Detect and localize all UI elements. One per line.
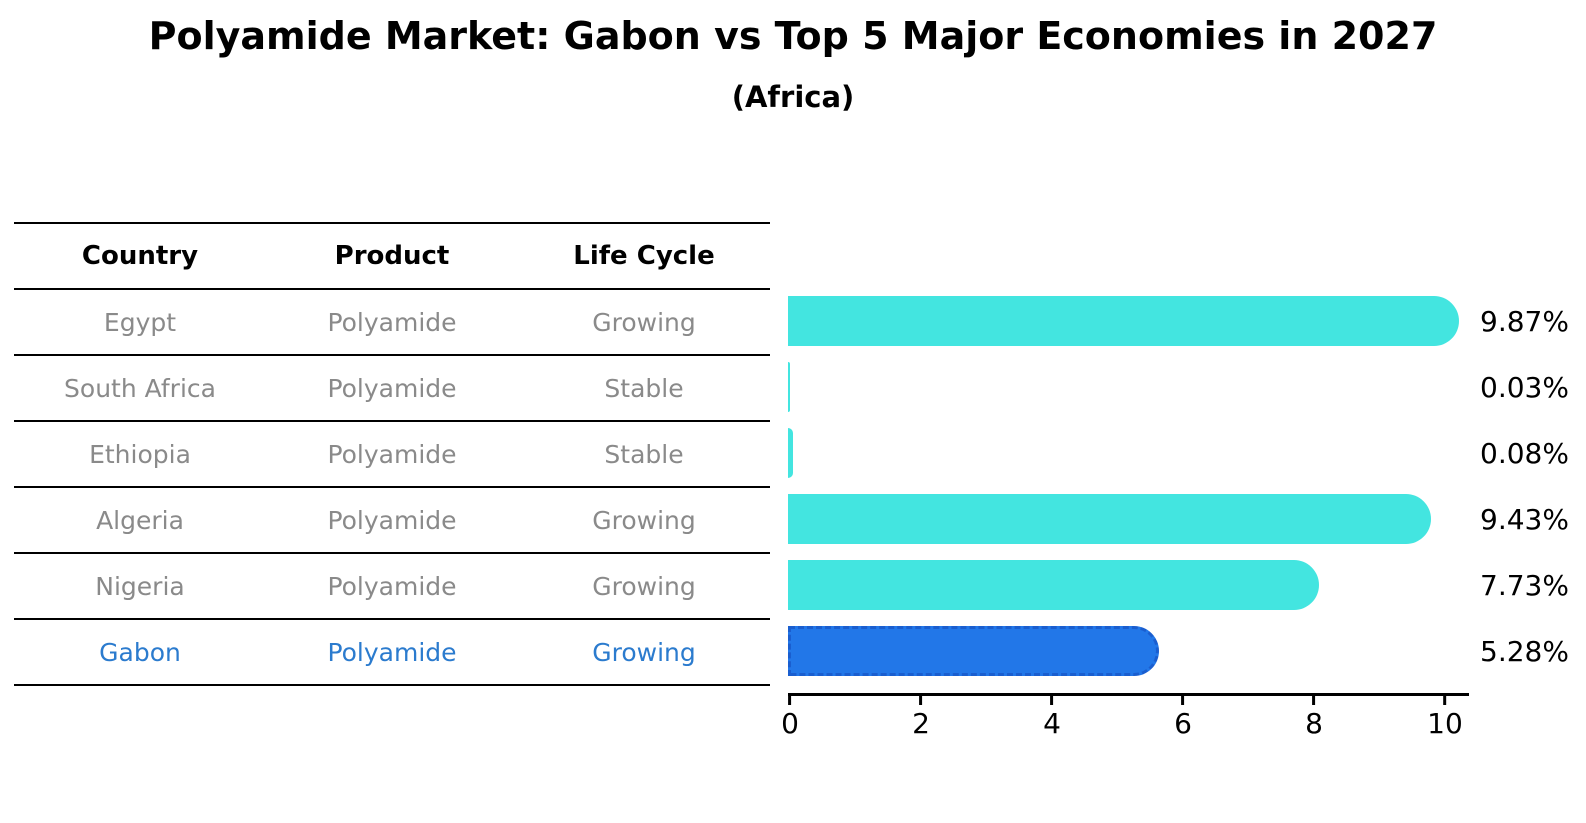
- tick-label: 2: [912, 707, 930, 740]
- bar-value-label: 9.43%: [1480, 502, 1569, 536]
- bar-row: [788, 354, 1488, 420]
- table-header-row: Country Product Life Cycle: [14, 222, 770, 288]
- tick-mark: [919, 696, 923, 705]
- table-row: Egypt Polyamide Growing: [14, 288, 770, 354]
- table-cell-country: Algeria: [96, 505, 184, 535]
- tick-label: 6: [1174, 707, 1192, 740]
- x-axis-tick: 6: [1174, 696, 1192, 740]
- bar-value-label: 0.03%: [1480, 370, 1569, 404]
- table-header-life-cycle: Life Cycle: [573, 241, 715, 271]
- value-label-column: 9.87% 0.03% 0.08% 9.43% 7.73% 5.28%: [1480, 288, 1569, 684]
- table-cell-life-cycle: Growing: [592, 637, 696, 667]
- tick-mark: [1312, 696, 1316, 705]
- bar-nigeria: [788, 560, 1320, 610]
- bar-gabon: [788, 626, 1159, 676]
- x-axis-ticks: 0 2 4 6 8 10: [781, 696, 1470, 746]
- x-axis-tick: 2: [912, 696, 930, 740]
- x-axis-tick: 10: [1427, 696, 1463, 740]
- bar-value-label: 5.28%: [1480, 634, 1569, 668]
- table-body: Egypt Polyamide Growing South Africa Polyami…: [14, 288, 770, 686]
- data-table: Country Product Life Cycle Egypt Polyamide G…: [14, 222, 770, 686]
- bar-row: [788, 486, 1488, 552]
- table-cell-life-cycle: Stable: [604, 373, 684, 403]
- table-cell-country: Gabon: [99, 637, 181, 667]
- table-cell-life-cycle: Growing: [592, 571, 696, 601]
- table-row: Nigeria Polyamide Growing: [14, 552, 770, 618]
- table-cell-country: South Africa: [64, 373, 216, 403]
- bar-value-label: 7.73%: [1480, 568, 1569, 602]
- x-axis-tick: 4: [1043, 696, 1061, 740]
- table-cell-product: Polyamide: [327, 571, 457, 601]
- table-cell-product: Polyamide: [327, 307, 457, 337]
- bar-egypt: [788, 296, 1460, 346]
- table-cell-product: Polyamide: [327, 637, 457, 667]
- table-cell-country: Nigeria: [95, 571, 185, 601]
- bar-row: [788, 618, 1488, 684]
- bar-row: [788, 552, 1488, 618]
- table-row: South Africa Polyamide Stable: [14, 354, 770, 420]
- bar-value-label: 0.08%: [1480, 436, 1569, 470]
- tick-label: 10: [1427, 707, 1463, 740]
- table-cell-country: Ethiopia: [89, 439, 191, 469]
- table-row: Ethiopia Polyamide Stable: [14, 420, 770, 486]
- table-cell-life-cycle: Stable: [604, 439, 684, 469]
- bar-chart-area: [788, 288, 1488, 684]
- table-cell-product: Polyamide: [327, 505, 457, 535]
- bar-ethiopia: [788, 428, 794, 478]
- bar-algeria: [788, 494, 1431, 544]
- tick-mark: [1181, 696, 1185, 705]
- tick-mark: [788, 696, 792, 705]
- chart-subtitle: (Africa): [731, 80, 855, 114]
- table-header-product: Product: [334, 241, 450, 271]
- bar-value-label: 9.87%: [1480, 304, 1569, 338]
- table-cell-life-cycle: Growing: [592, 307, 696, 337]
- bar-south-africa: [788, 362, 790, 412]
- table-row: Algeria Polyamide Growing: [14, 486, 770, 552]
- table-cell-product: Polyamide: [327, 373, 457, 403]
- tick-label: 0: [781, 707, 799, 740]
- tick-label: 4: [1043, 707, 1061, 740]
- chart-title: Polyamide Market: Gabon vs Top 5 Major E…: [148, 14, 1438, 58]
- table-cell-product: Polyamide: [327, 439, 457, 469]
- tick-mark: [1050, 696, 1054, 705]
- table-row: Gabon Polyamide Growing: [14, 618, 770, 686]
- table-header-country: Country: [81, 241, 199, 271]
- bar-row: [788, 288, 1488, 354]
- table-cell-life-cycle: Growing: [592, 505, 696, 535]
- tick-mark: [1443, 696, 1447, 705]
- x-axis-tick: 0: [781, 696, 799, 740]
- bar-row: [788, 420, 1488, 486]
- x-axis-tick: 8: [1305, 696, 1323, 740]
- tick-label: 8: [1305, 707, 1323, 740]
- table-cell-country: Egypt: [103, 307, 177, 337]
- x-axis-line: [788, 693, 1469, 696]
